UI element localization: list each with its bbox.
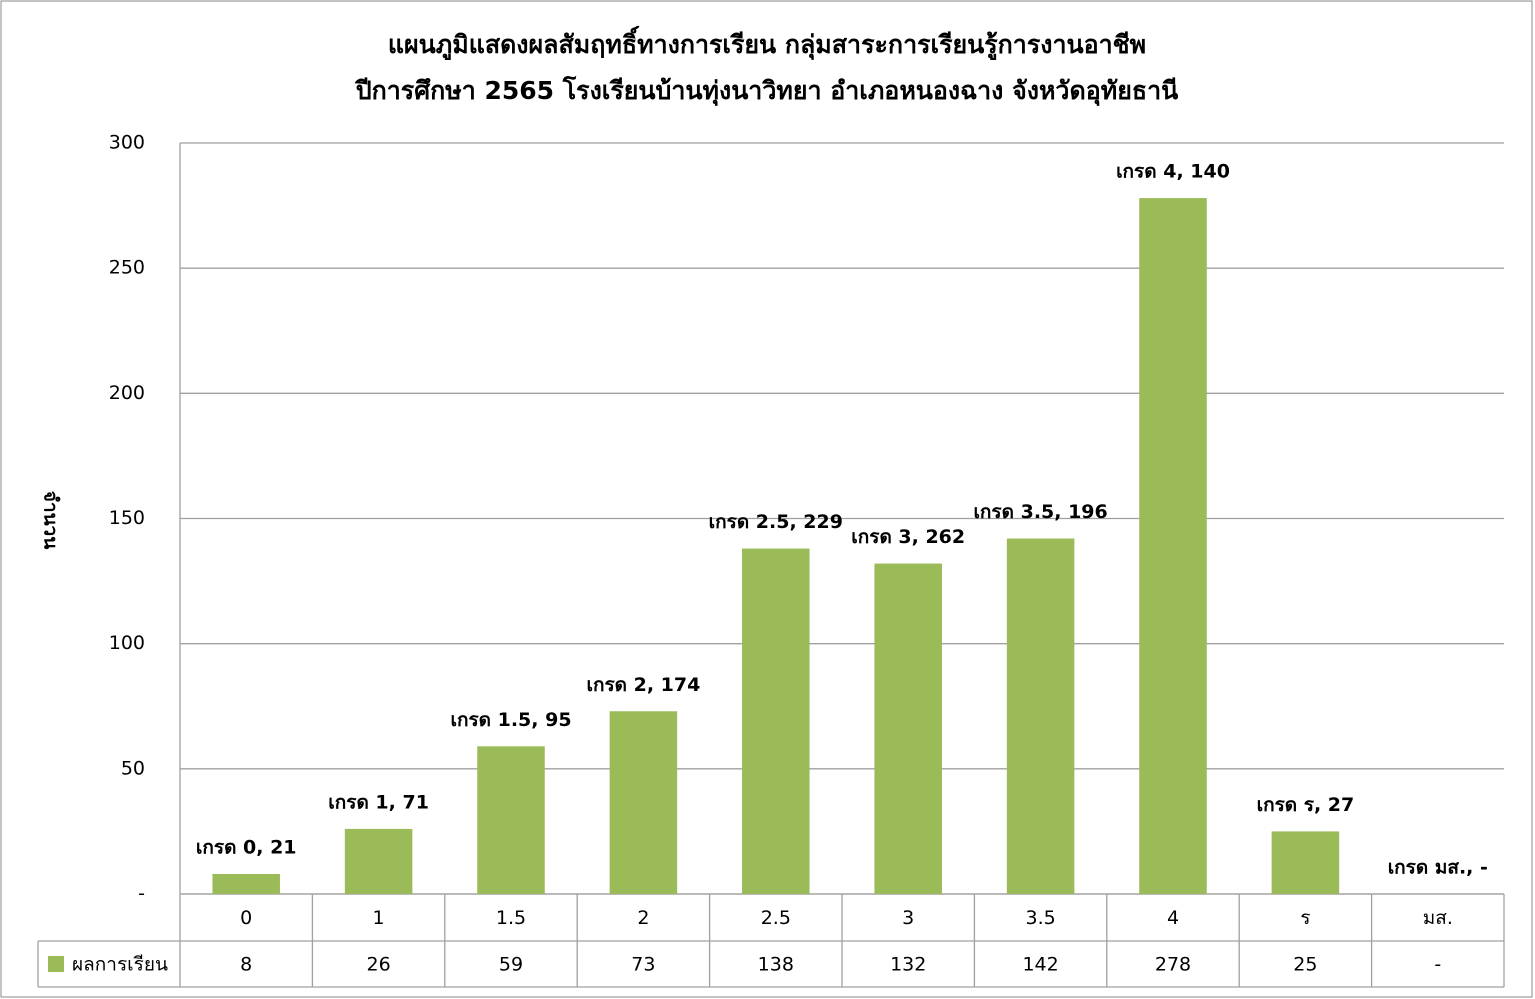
bar: [874, 563, 942, 894]
table-value: 278: [1155, 954, 1191, 976]
table-value: 59: [499, 954, 523, 976]
bar: [477, 746, 545, 894]
y-tick-label: 200: [109, 382, 145, 404]
legend-label: ผลการเรียน: [72, 954, 168, 976]
table-value: -: [1434, 954, 1441, 976]
y-tick-label: 300: [109, 132, 145, 154]
x-tick-label: 2.5: [761, 907, 791, 929]
x-tick-label: 4: [1167, 907, 1179, 929]
annotation: เกรด 1, 71: [328, 791, 429, 813]
bar: [742, 548, 810, 894]
y-tick-label: -: [138, 883, 145, 905]
table-value: 138: [758, 954, 794, 976]
x-tick-label: 0: [240, 907, 252, 929]
x-tick-label: มส.: [1423, 907, 1453, 929]
x-tick-label: 3: [902, 907, 914, 929]
y-tick-label: 50: [121, 757, 145, 779]
chart-title: แผนภูมิแสดงผลสัมฤทธิ์ทางการเรียน กลุ่มสา…: [388, 25, 1146, 61]
bar: [1139, 198, 1207, 894]
y-tick-label: 250: [109, 257, 145, 279]
annotation: เกรด ร, 27: [1257, 794, 1355, 816]
x-tick-label: 1.5: [496, 907, 526, 929]
annotation: เกรด 3.5, 196: [973, 501, 1107, 523]
table-value: 25: [1293, 954, 1317, 976]
y-tick-label: 100: [109, 632, 145, 654]
x-tick-label: 1: [373, 907, 385, 929]
chart-title: ปีการศึกษา 2565 โรงเรียนบ้านทุ่งนาวิทยา …: [354, 75, 1178, 107]
table-value: 8: [240, 954, 252, 976]
table-value: 142: [1022, 954, 1058, 976]
bar: [1271, 831, 1340, 894]
annotation: เกรด 0, 21: [196, 836, 297, 858]
y-axis-label: จำนวน: [40, 491, 62, 549]
annotation: เกรด 2, 174: [586, 674, 700, 696]
legend-swatch: [48, 956, 64, 972]
annotation: เกรด 4, 140: [1116, 161, 1230, 183]
x-tick-label: 3.5: [1025, 907, 1055, 929]
annotation: เกรด 3, 262: [851, 526, 965, 548]
table-value: 132: [890, 954, 926, 976]
annotation: เกรด 1.5, 95: [450, 709, 571, 731]
table-value: 26: [367, 954, 391, 976]
table-value: 73: [631, 954, 655, 976]
x-tick-label: 2: [637, 907, 649, 929]
bar: [344, 828, 413, 894]
bar: [212, 873, 280, 894]
bar: [1006, 538, 1075, 894]
annotation: เกรด มส., -: [1388, 857, 1488, 879]
x-tick-label: ร: [1300, 907, 1310, 929]
bar: [609, 711, 678, 894]
y-tick-label: 150: [109, 507, 145, 529]
annotation: เกรด 2.5, 229: [709, 511, 843, 533]
